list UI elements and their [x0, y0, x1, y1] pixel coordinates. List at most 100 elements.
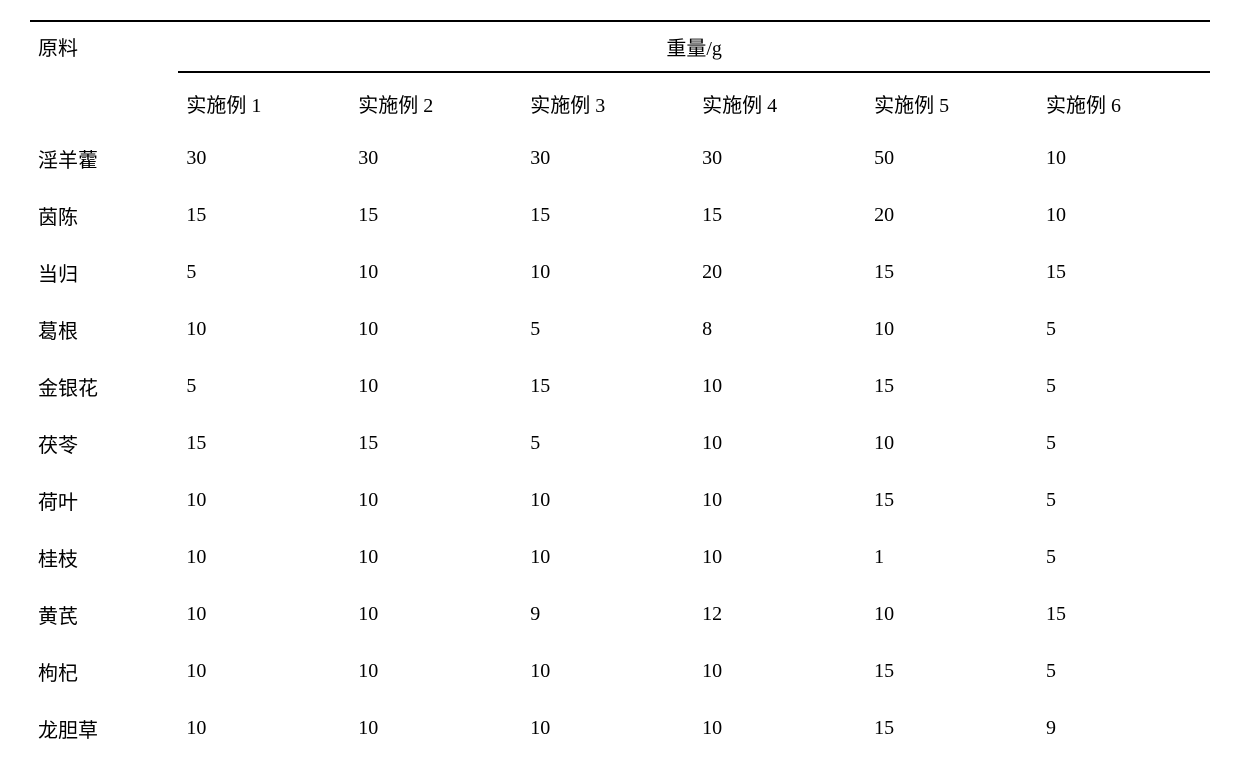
ingredient-value: 12 — [694, 586, 866, 643]
ingredient-name: 桂枝 — [30, 529, 178, 586]
table-row: 茯苓 15 15 5 10 10 5 — [30, 415, 1210, 472]
ingredient-value: 5 — [1038, 529, 1210, 586]
ingredient-value: 20 — [866, 187, 1038, 244]
ingredient-name: 龙胆草 — [30, 700, 178, 757]
column-header: 实施例 6 — [1038, 72, 1210, 130]
ingredient-value: 10 — [350, 586, 522, 643]
ingredient-name: 茵陈 — [30, 187, 178, 244]
weight-group-header: 重量/g — [178, 21, 1210, 72]
column-header: 实施例 1 — [178, 72, 350, 130]
ingredient-value: 15 — [1038, 244, 1210, 301]
column-header: 实施例 3 — [522, 72, 694, 130]
ingredient-value: 10 — [178, 700, 350, 757]
ingredient-value: 10 — [178, 586, 350, 643]
ingredient-value: 10 — [178, 643, 350, 700]
ingredient-value: 15 — [866, 700, 1038, 757]
ingredient-name: 枸杞 — [30, 643, 178, 700]
ingredient-value: 15 — [350, 415, 522, 472]
ingredient-name: 葛根 — [30, 301, 178, 358]
ingredient-value: 5 — [1038, 415, 1210, 472]
ingredient-value: 30 — [350, 130, 522, 187]
table-row: 当归 5 10 10 20 15 15 — [30, 244, 1210, 301]
ingredient-value: 10 — [694, 472, 866, 529]
ingredient-value: 10 — [522, 700, 694, 757]
ingredient-value: 15 — [866, 472, 1038, 529]
ingredient-value: 10 — [694, 415, 866, 472]
ingredient-value: 10 — [178, 301, 350, 358]
ingredient-value: 10 — [350, 643, 522, 700]
ingredient-value: 10 — [522, 529, 694, 586]
ingredient-name: 当归 — [30, 244, 178, 301]
ingredient-value: 30 — [178, 130, 350, 187]
table-body: 淫羊藿 30 30 30 30 50 10 茵陈 15 15 15 15 20 … — [30, 130, 1210, 757]
ingredient-value: 15 — [866, 643, 1038, 700]
ingredient-value: 10 — [350, 244, 522, 301]
ingredient-value: 10 — [866, 586, 1038, 643]
ingredient-value: 10 — [866, 301, 1038, 358]
ingredient-value: 10 — [694, 700, 866, 757]
column-header: 实施例 5 — [866, 72, 1038, 130]
ingredient-value: 10 — [350, 529, 522, 586]
ingredient-value: 15 — [178, 187, 350, 244]
ingredient-value: 9 — [1038, 700, 1210, 757]
ingredient-value: 10 — [350, 301, 522, 358]
ingredient-value: 10 — [178, 472, 350, 529]
ingredient-name: 淫羊藿 — [30, 130, 178, 187]
header-row-1: 原料 重量/g — [30, 21, 1210, 72]
ingredient-value: 5 — [1038, 358, 1210, 415]
table-header: 原料 重量/g 实施例 1 实施例 2 实施例 3 实施例 4 实施例 5 实施… — [30, 21, 1210, 130]
ingredient-value: 8 — [694, 301, 866, 358]
ingredient-value: 5 — [1038, 643, 1210, 700]
table-row: 枸杞 10 10 10 10 15 5 — [30, 643, 1210, 700]
table-row: 龙胆草 10 10 10 10 15 9 — [30, 700, 1210, 757]
ingredient-value: 10 — [694, 358, 866, 415]
ingredient-value: 10 — [694, 529, 866, 586]
ingredient-value: 30 — [694, 130, 866, 187]
ingredient-value: 9 — [522, 586, 694, 643]
column-header: 实施例 2 — [350, 72, 522, 130]
ingredient-value: 1 — [866, 529, 1038, 586]
ingredient-value: 10 — [350, 700, 522, 757]
ingredient-value: 15 — [866, 244, 1038, 301]
ingredient-value: 5 — [1038, 472, 1210, 529]
ingredient-name: 黄芪 — [30, 586, 178, 643]
ingredient-value: 10 — [694, 643, 866, 700]
ingredient-value: 15 — [694, 187, 866, 244]
ingredient-value: 5 — [178, 244, 350, 301]
table-row: 茵陈 15 15 15 15 20 10 — [30, 187, 1210, 244]
ingredient-value: 10 — [1038, 187, 1210, 244]
table-row: 黄芪 10 10 9 12 10 15 — [30, 586, 1210, 643]
ingredient-value: 10 — [1038, 130, 1210, 187]
ingredient-value: 5 — [1038, 301, 1210, 358]
ingredient-value: 15 — [178, 415, 350, 472]
table-row: 淫羊藿 30 30 30 30 50 10 — [30, 130, 1210, 187]
ingredient-value: 10 — [522, 244, 694, 301]
ingredient-name: 金银花 — [30, 358, 178, 415]
column-header: 实施例 4 — [694, 72, 866, 130]
row-header-label: 原料 — [30, 21, 178, 130]
ingredient-name: 茯苓 — [30, 415, 178, 472]
ingredient-value: 10 — [178, 529, 350, 586]
ingredient-value: 10 — [522, 643, 694, 700]
ingredient-value: 15 — [866, 358, 1038, 415]
table-row: 葛根 10 10 5 8 10 5 — [30, 301, 1210, 358]
ingredient-value: 20 — [694, 244, 866, 301]
ingredient-value: 15 — [350, 187, 522, 244]
ingredient-value: 50 — [866, 130, 1038, 187]
table-row: 金银花 5 10 15 10 15 5 — [30, 358, 1210, 415]
table-row: 桂枝 10 10 10 10 1 5 — [30, 529, 1210, 586]
ingredient-value: 5 — [522, 415, 694, 472]
ingredient-value: 15 — [522, 187, 694, 244]
header-row-2: 实施例 1 实施例 2 实施例 3 实施例 4 实施例 5 实施例 6 — [30, 72, 1210, 130]
ingredient-value: 10 — [350, 472, 522, 529]
ingredient-value: 10 — [350, 358, 522, 415]
table-row: 荷叶 10 10 10 10 15 5 — [30, 472, 1210, 529]
ingredient-value: 15 — [1038, 586, 1210, 643]
ingredient-value: 15 — [522, 358, 694, 415]
ingredient-value: 30 — [522, 130, 694, 187]
ingredient-value: 10 — [522, 472, 694, 529]
ingredient-value: 5 — [178, 358, 350, 415]
ingredient-name: 荷叶 — [30, 472, 178, 529]
ingredient-value: 10 — [866, 415, 1038, 472]
ingredients-table: 原料 重量/g 实施例 1 实施例 2 实施例 3 实施例 4 实施例 5 实施… — [30, 20, 1210, 757]
